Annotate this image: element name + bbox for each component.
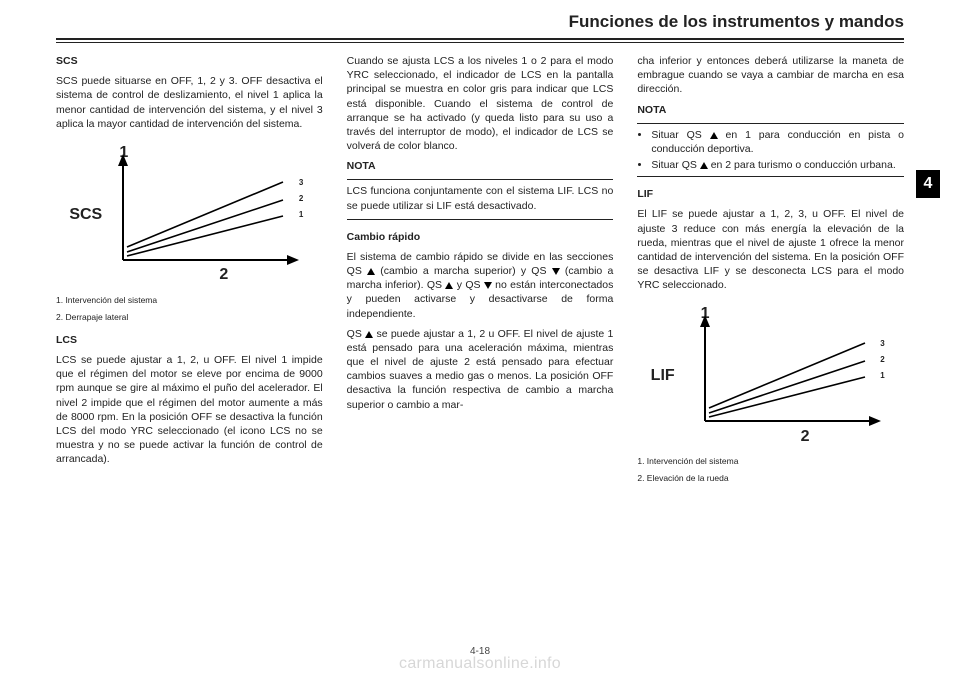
col3-p1: cha inferior y entonces deberá utilizars…	[637, 54, 904, 97]
quickshift-heading: Cambio rápido	[347, 230, 614, 244]
col3-nota-rule-top	[637, 123, 904, 124]
lif-chart: 1 LIF 3 2 1 2	[646, 300, 896, 450]
qc-p2b: se puede ajustar a 1, 2 u OFF. El nivel …	[347, 328, 614, 411]
header-rule-thin	[56, 42, 904, 43]
col3-nota-bullets: Situar QS en 1 para conducción en pista …	[637, 128, 904, 173]
column-1: SCS SCS puede situarse en OFF, 1, 2 y 3.…	[56, 54, 323, 491]
scs-caption-2: 2. Derrapaje lateral	[56, 312, 323, 323]
scs-chart-label: SCS	[69, 204, 102, 226]
col2-nota-head: NOTA	[347, 159, 614, 173]
lif-series-1: 1	[880, 371, 884, 382]
scs-series-2: 2	[299, 194, 303, 205]
scs-series-3: 3	[299, 178, 303, 189]
content-columns: SCS SCS puede situarse en OFF, 1, 2 y 3.…	[56, 54, 904, 491]
lif-caption-1: 1. Intervención del sistema	[637, 456, 904, 467]
column-3: cha inferior y entonces deberá utilizars…	[637, 54, 904, 491]
quickshift-p1: El sistema de cambio rápido se divide en…	[347, 250, 614, 321]
quickshift-p2: QS se puede ajustar a 1, 2 u OFF. El niv…	[347, 327, 614, 412]
col2-p1: Cuando se ajusta LCS a los niveles 1 o 2…	[347, 54, 614, 153]
triangle-down-icon	[484, 282, 492, 289]
lcs-body: LCS se puede ajustar a 1, 2, u OFF. El n…	[56, 353, 323, 466]
col2-nota-rule-top	[347, 179, 614, 180]
scs-heading: SCS	[56, 54, 323, 68]
col2-nota-rule-bottom	[347, 219, 614, 220]
chapter-tab: 4	[916, 170, 940, 198]
b2a: Situar QS	[651, 159, 699, 171]
col2-nota-label: NOTA	[347, 160, 376, 172]
qc-p1b: (cambio a marcha superior) y QS	[375, 265, 552, 277]
column-2: Cuando se ajusta LCS a los niveles 1 o 2…	[347, 54, 614, 491]
lif-heading: LIF	[637, 187, 904, 201]
col3-nota-head: NOTA	[637, 103, 904, 117]
lif-series-3: 3	[880, 339, 884, 350]
watermark: carmanualsonline.info	[0, 655, 960, 673]
col2-nota-body: LCS funciona conjuntamente con el sistem…	[347, 184, 614, 212]
triangle-up-icon	[700, 162, 708, 169]
lif-caption-2: 2. Elevación de la rueda	[637, 473, 904, 484]
header-rule-thick	[56, 38, 904, 40]
b1a: Situar QS	[651, 129, 709, 141]
b2b: en 2 para turismo o conducción urbana.	[708, 159, 896, 171]
triangle-up-icon	[710, 132, 718, 139]
lif-body: El LIF se puede ajustar a 1, 2, 3, u OFF…	[637, 207, 904, 292]
triangle-up-icon	[365, 331, 373, 338]
col3-nota-rule-bottom	[637, 176, 904, 177]
page-title: Funciones de los instrumentos y mandos	[569, 12, 904, 32]
lif-axis-2: 2	[801, 426, 810, 448]
scs-body: SCS puede situarse en OFF, 1, 2 y 3. OFF…	[56, 74, 323, 131]
manual-page: Funciones de los instrumentos y mandos 4…	[0, 0, 960, 679]
scs-chart-svg	[113, 152, 303, 272]
triangle-up-icon	[367, 268, 375, 275]
lif-chart-label: LIF	[651, 365, 675, 387]
scs-axis-2: 2	[219, 264, 228, 286]
col3-bullet-1: Situar QS en 1 para conducción en pista …	[651, 128, 904, 156]
col3-bullet-2: Situar QS en 2 para turismo o conducción…	[651, 158, 904, 172]
triangle-down-icon	[552, 268, 560, 275]
qc-p2a: QS	[347, 328, 365, 340]
scs-series-1: 1	[299, 210, 303, 221]
col3-nota-label: NOTA	[637, 104, 666, 116]
qc-p1d: y QS	[453, 279, 483, 291]
scs-chart: 1 SCS 3 2 1 2	[64, 139, 314, 289]
lcs-heading: LCS	[56, 333, 323, 347]
lif-series-2: 2	[880, 355, 884, 366]
scs-caption-1: 1. Intervención del sistema	[56, 295, 323, 306]
lif-chart-svg	[695, 313, 885, 433]
